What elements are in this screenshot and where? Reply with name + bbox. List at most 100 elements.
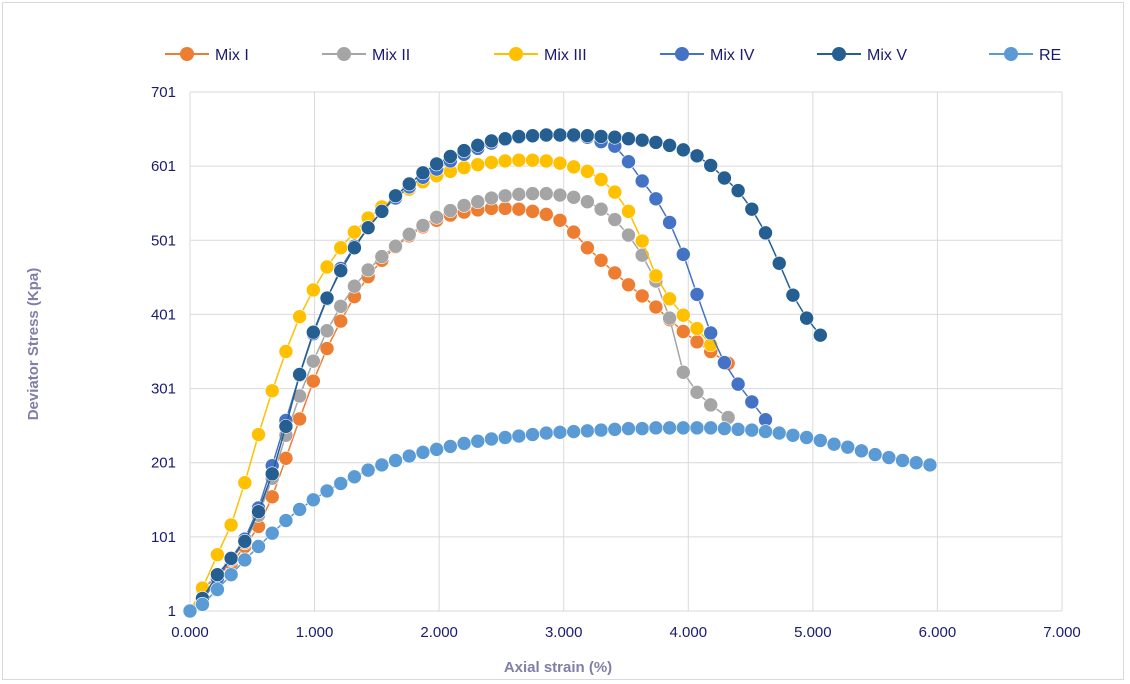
data-point (648, 268, 664, 284)
data-point (758, 424, 773, 439)
legend-marker (337, 47, 351, 61)
data-point (223, 517, 239, 533)
legend-marker (675, 47, 689, 61)
legend-label: RE (1039, 47, 1061, 64)
legend: Mix I Mix II Mix III Mix IV Mix V RE (165, 47, 1061, 64)
data-point (607, 212, 623, 227)
data-point (456, 143, 472, 158)
data-point (237, 475, 253, 491)
data-point (347, 469, 362, 485)
data-point (607, 129, 623, 145)
data-point (319, 259, 335, 275)
data-point (497, 188, 513, 204)
data-point (922, 457, 938, 473)
data-point (347, 240, 362, 255)
data-point (717, 421, 732, 436)
data-point (443, 203, 458, 218)
data-point (689, 420, 705, 436)
legend-label: Mix II (372, 47, 410, 64)
data-point (292, 502, 307, 517)
y-tick-label: 101 (151, 529, 176, 546)
data-point (703, 397, 719, 413)
data-point (703, 158, 719, 173)
data-point (429, 156, 444, 172)
y-axis-title: Deviator Stress (Kpa) (25, 268, 42, 421)
data-point (360, 262, 376, 278)
data-point (580, 240, 595, 255)
data-point (744, 201, 760, 217)
data-point (580, 128, 595, 144)
data-point (333, 240, 349, 255)
data-point (443, 439, 458, 454)
data-point (552, 425, 568, 440)
data-point (648, 191, 664, 207)
data-point (306, 353, 321, 369)
data-point (634, 233, 650, 249)
data-point (210, 567, 225, 582)
data-point (566, 159, 581, 175)
data-point (580, 194, 595, 210)
data-point (374, 204, 390, 219)
data-point (251, 539, 266, 554)
y-tick-label: 301 (151, 381, 176, 398)
data-point (278, 513, 294, 528)
data-point (484, 431, 499, 447)
data-point (854, 443, 869, 459)
data-point (497, 430, 513, 445)
data-point (415, 165, 431, 181)
data-point (388, 188, 403, 204)
data-point (319, 483, 335, 499)
data-point (333, 263, 349, 278)
data-point (306, 373, 321, 389)
data-point (292, 367, 307, 382)
data-point (347, 278, 362, 294)
legend-item: Mix V (817, 47, 907, 64)
data-point (648, 299, 664, 315)
data-point (621, 131, 636, 147)
data-point (730, 422, 746, 437)
data-point (607, 265, 623, 281)
data-point (717, 355, 732, 370)
data-point (401, 448, 417, 464)
data-point (525, 427, 540, 442)
legend-marker (1004, 47, 1018, 61)
data-point (264, 525, 280, 541)
legend-label: Mix V (867, 47, 907, 64)
y-tick-label: 701 (151, 84, 176, 101)
data-point (251, 427, 266, 442)
data-point (429, 210, 444, 225)
data-point (360, 462, 376, 478)
data-point (525, 152, 540, 168)
data-point (538, 207, 554, 222)
data-point (758, 225, 773, 241)
data-point (538, 153, 554, 169)
data-point (278, 344, 294, 359)
data-point (566, 127, 581, 143)
data-point (648, 135, 664, 150)
data-point (511, 428, 527, 444)
data-point (813, 327, 828, 343)
data-point (785, 427, 801, 443)
data-point (813, 433, 828, 448)
data-point (333, 313, 349, 329)
data-point (360, 220, 376, 235)
x-tick-label: 0.000 (171, 624, 209, 641)
data-point (676, 364, 691, 380)
data-point (306, 324, 321, 340)
data-point (593, 172, 609, 187)
data-point (867, 447, 883, 462)
data-point (552, 212, 568, 228)
data-point (401, 227, 417, 242)
data-point (689, 384, 705, 400)
data-point (908, 455, 924, 471)
x-tick-label: 4.000 (670, 624, 708, 641)
data-point (676, 247, 691, 262)
data-point (456, 198, 472, 213)
data-point (634, 173, 650, 189)
data-point (497, 131, 513, 147)
data-point (689, 334, 705, 350)
data-point (374, 249, 390, 264)
data-point (662, 138, 677, 153)
data-point (210, 582, 225, 597)
series-4 (182, 127, 828, 619)
